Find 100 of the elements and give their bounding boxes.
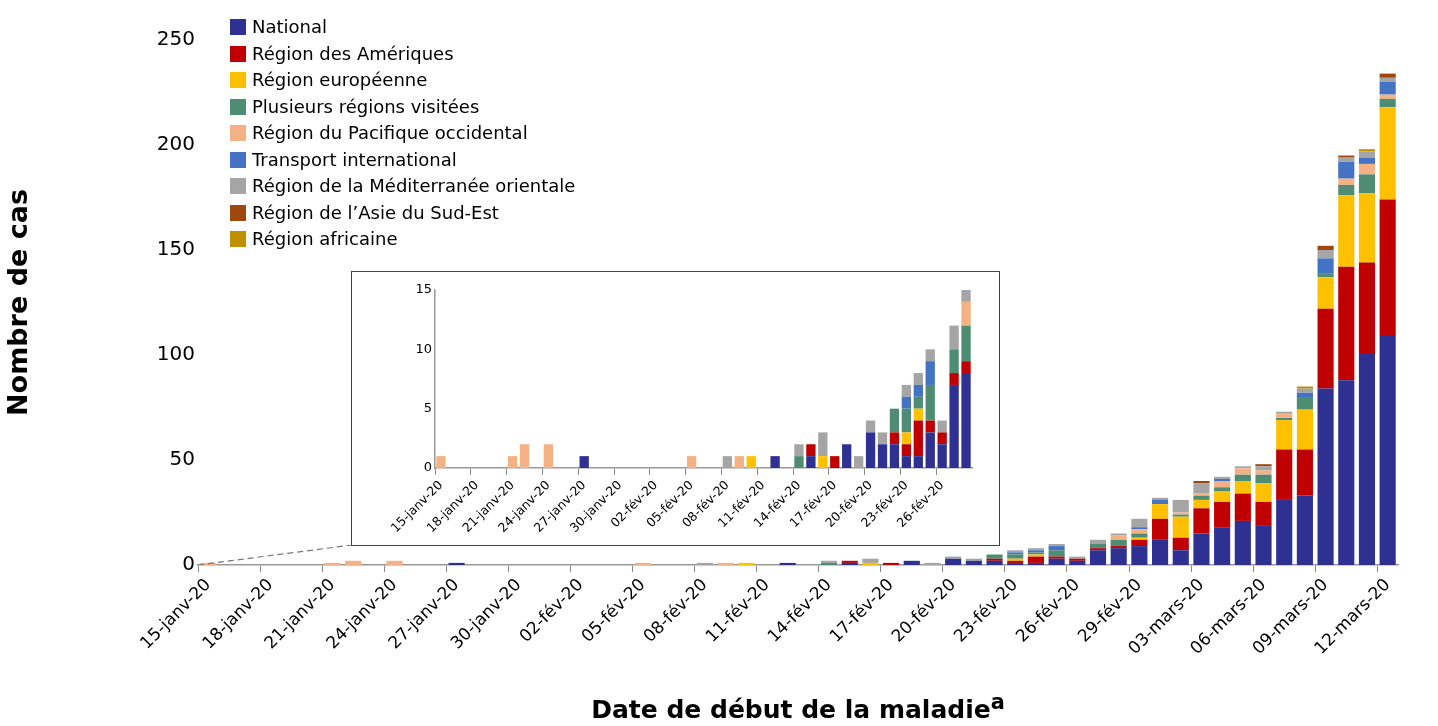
bar (961, 373, 971, 468)
bar (1317, 250, 1334, 259)
bar (1317, 277, 1334, 309)
bar (1234, 481, 1251, 494)
bar (986, 560, 1003, 565)
bar (686, 456, 697, 468)
bar (1007, 554, 1024, 559)
bar (1379, 82, 1396, 95)
bar (1193, 499, 1210, 509)
bar (634, 562, 651, 565)
bar (1276, 413, 1293, 418)
y-tick-label: 0 (423, 459, 432, 475)
bar (965, 560, 982, 565)
bar (925, 420, 935, 433)
bar (448, 562, 465, 565)
bar (1152, 539, 1169, 565)
bar (1234, 468, 1251, 475)
bar (1152, 497, 1169, 500)
bar (1193, 533, 1210, 565)
bar (913, 373, 923, 385)
bar (1193, 495, 1210, 500)
bar (1131, 518, 1148, 528)
bar (1338, 195, 1355, 267)
bar (949, 384, 959, 468)
bar (877, 444, 888, 468)
bar (1255, 470, 1272, 475)
bar (1317, 388, 1334, 565)
bar (738, 562, 755, 565)
bar (436, 456, 446, 468)
bar (1110, 539, 1127, 547)
y-tick-label: 150 (156, 236, 195, 261)
bar (1255, 464, 1272, 467)
bar (1317, 258, 1334, 274)
bar (889, 432, 900, 445)
bar (1379, 336, 1396, 565)
bar (925, 432, 935, 468)
bar (925, 349, 935, 362)
bar (1338, 266, 1355, 381)
bar (1131, 533, 1148, 538)
y-tick-label: 200 (156, 131, 195, 156)
bar (1172, 537, 1189, 551)
bar (1338, 161, 1355, 179)
bar (1358, 157, 1376, 164)
bar (1172, 499, 1189, 513)
bar (818, 432, 828, 457)
legend-label: Région européenne (252, 68, 428, 92)
bar (1358, 149, 1376, 152)
bar (1131, 537, 1148, 540)
bar (1048, 556, 1065, 559)
bar (937, 444, 947, 468)
bar (770, 456, 780, 468)
bar (1152, 518, 1169, 540)
bar (1027, 562, 1044, 565)
bar (579, 456, 589, 468)
bar (1214, 491, 1231, 502)
bar (877, 432, 888, 445)
legend-label: Région de l’Asie du Sud-Est (252, 200, 499, 225)
legend-label: Région du Pacifique occidental (252, 121, 528, 145)
legend-label: Région de la Méditerranée orientale (252, 174, 576, 198)
bar (1296, 409, 1313, 450)
bar (507, 456, 518, 468)
bar (1276, 418, 1293, 421)
bar (913, 408, 923, 421)
bar (794, 444, 804, 457)
bar (1131, 529, 1148, 534)
legend-label: National (252, 15, 328, 39)
bar (794, 456, 804, 468)
bar (1048, 546, 1065, 551)
bar (842, 444, 852, 468)
bar (806, 444, 816, 457)
bar (1214, 481, 1231, 488)
bar (913, 456, 923, 468)
bar (746, 456, 756, 468)
y-tick-label: 5 (423, 400, 432, 416)
bar (949, 325, 959, 350)
bar (779, 562, 796, 565)
bar (1214, 527, 1231, 565)
bar (324, 562, 341, 565)
bar (961, 361, 971, 374)
bar (961, 290, 971, 302)
bar (986, 554, 1003, 559)
bar (1255, 525, 1272, 565)
y-tick-label: 250 (156, 26, 195, 51)
bar (1255, 502, 1272, 526)
bar (1234, 520, 1251, 565)
bar (1172, 516, 1189, 538)
bar (1131, 539, 1148, 547)
bar (734, 456, 744, 468)
bar (1048, 544, 1065, 547)
bar (901, 384, 912, 397)
bar (1317, 273, 1334, 278)
bar (1296, 495, 1313, 565)
y-tick-label: 50 (169, 446, 195, 471)
bar (1110, 533, 1127, 536)
bar (1234, 493, 1251, 521)
bar (901, 396, 912, 409)
bar (1193, 508, 1210, 534)
bar (1296, 397, 1313, 410)
bar (806, 456, 816, 468)
bar (386, 560, 403, 565)
